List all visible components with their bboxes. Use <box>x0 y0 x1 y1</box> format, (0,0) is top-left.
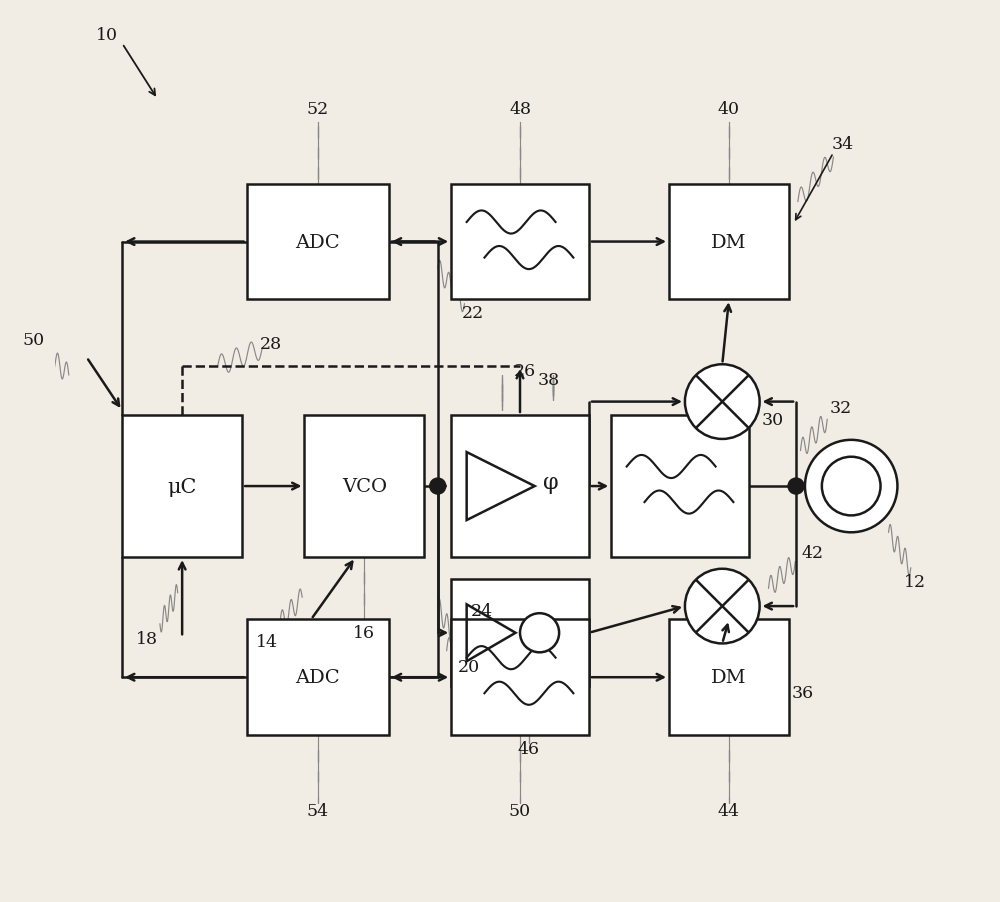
Text: 50: 50 <box>509 802 531 819</box>
Circle shape <box>788 479 804 494</box>
Circle shape <box>685 364 760 439</box>
Text: 34: 34 <box>831 136 853 153</box>
Text: 36: 36 <box>791 684 813 701</box>
Text: 40: 40 <box>718 101 740 117</box>
Bar <box>451 580 589 686</box>
Text: 10: 10 <box>96 27 118 44</box>
Circle shape <box>805 440 897 533</box>
Text: ADC: ADC <box>295 234 340 252</box>
Bar <box>669 620 789 735</box>
Text: 22: 22 <box>462 305 484 322</box>
Bar <box>122 416 242 557</box>
Text: 28: 28 <box>260 336 282 353</box>
Text: 26: 26 <box>513 363 536 380</box>
Bar <box>247 620 389 735</box>
Text: 18: 18 <box>136 630 158 648</box>
Text: 30: 30 <box>762 411 784 428</box>
Circle shape <box>430 479 446 494</box>
Text: 52: 52 <box>307 101 329 117</box>
Bar <box>611 416 749 557</box>
Text: 12: 12 <box>904 573 926 590</box>
Text: 16: 16 <box>353 624 375 641</box>
Text: DM: DM <box>711 668 747 686</box>
Text: 42: 42 <box>802 545 824 562</box>
Bar <box>669 185 789 300</box>
Text: 32: 32 <box>829 400 852 417</box>
Bar <box>451 416 589 557</box>
Text: μC: μC <box>167 477 197 496</box>
Circle shape <box>685 569 760 644</box>
Text: 24: 24 <box>471 603 493 620</box>
Text: ADC: ADC <box>295 668 340 686</box>
Text: 38: 38 <box>538 372 560 389</box>
Text: 20: 20 <box>458 658 480 676</box>
Text: 54: 54 <box>307 802 329 819</box>
Text: VCO: VCO <box>342 477 387 495</box>
Circle shape <box>520 613 559 653</box>
Text: 46: 46 <box>518 740 540 757</box>
Text: 14: 14 <box>256 633 278 650</box>
Text: 48: 48 <box>509 101 531 117</box>
Bar <box>247 185 389 300</box>
Text: DM: DM <box>711 234 747 252</box>
Text: 50: 50 <box>22 332 44 348</box>
Bar <box>451 620 589 735</box>
Bar <box>304 416 424 557</box>
Text: φ: φ <box>543 471 559 493</box>
Bar <box>451 185 589 300</box>
Circle shape <box>822 457 881 516</box>
Text: 44: 44 <box>718 802 740 819</box>
